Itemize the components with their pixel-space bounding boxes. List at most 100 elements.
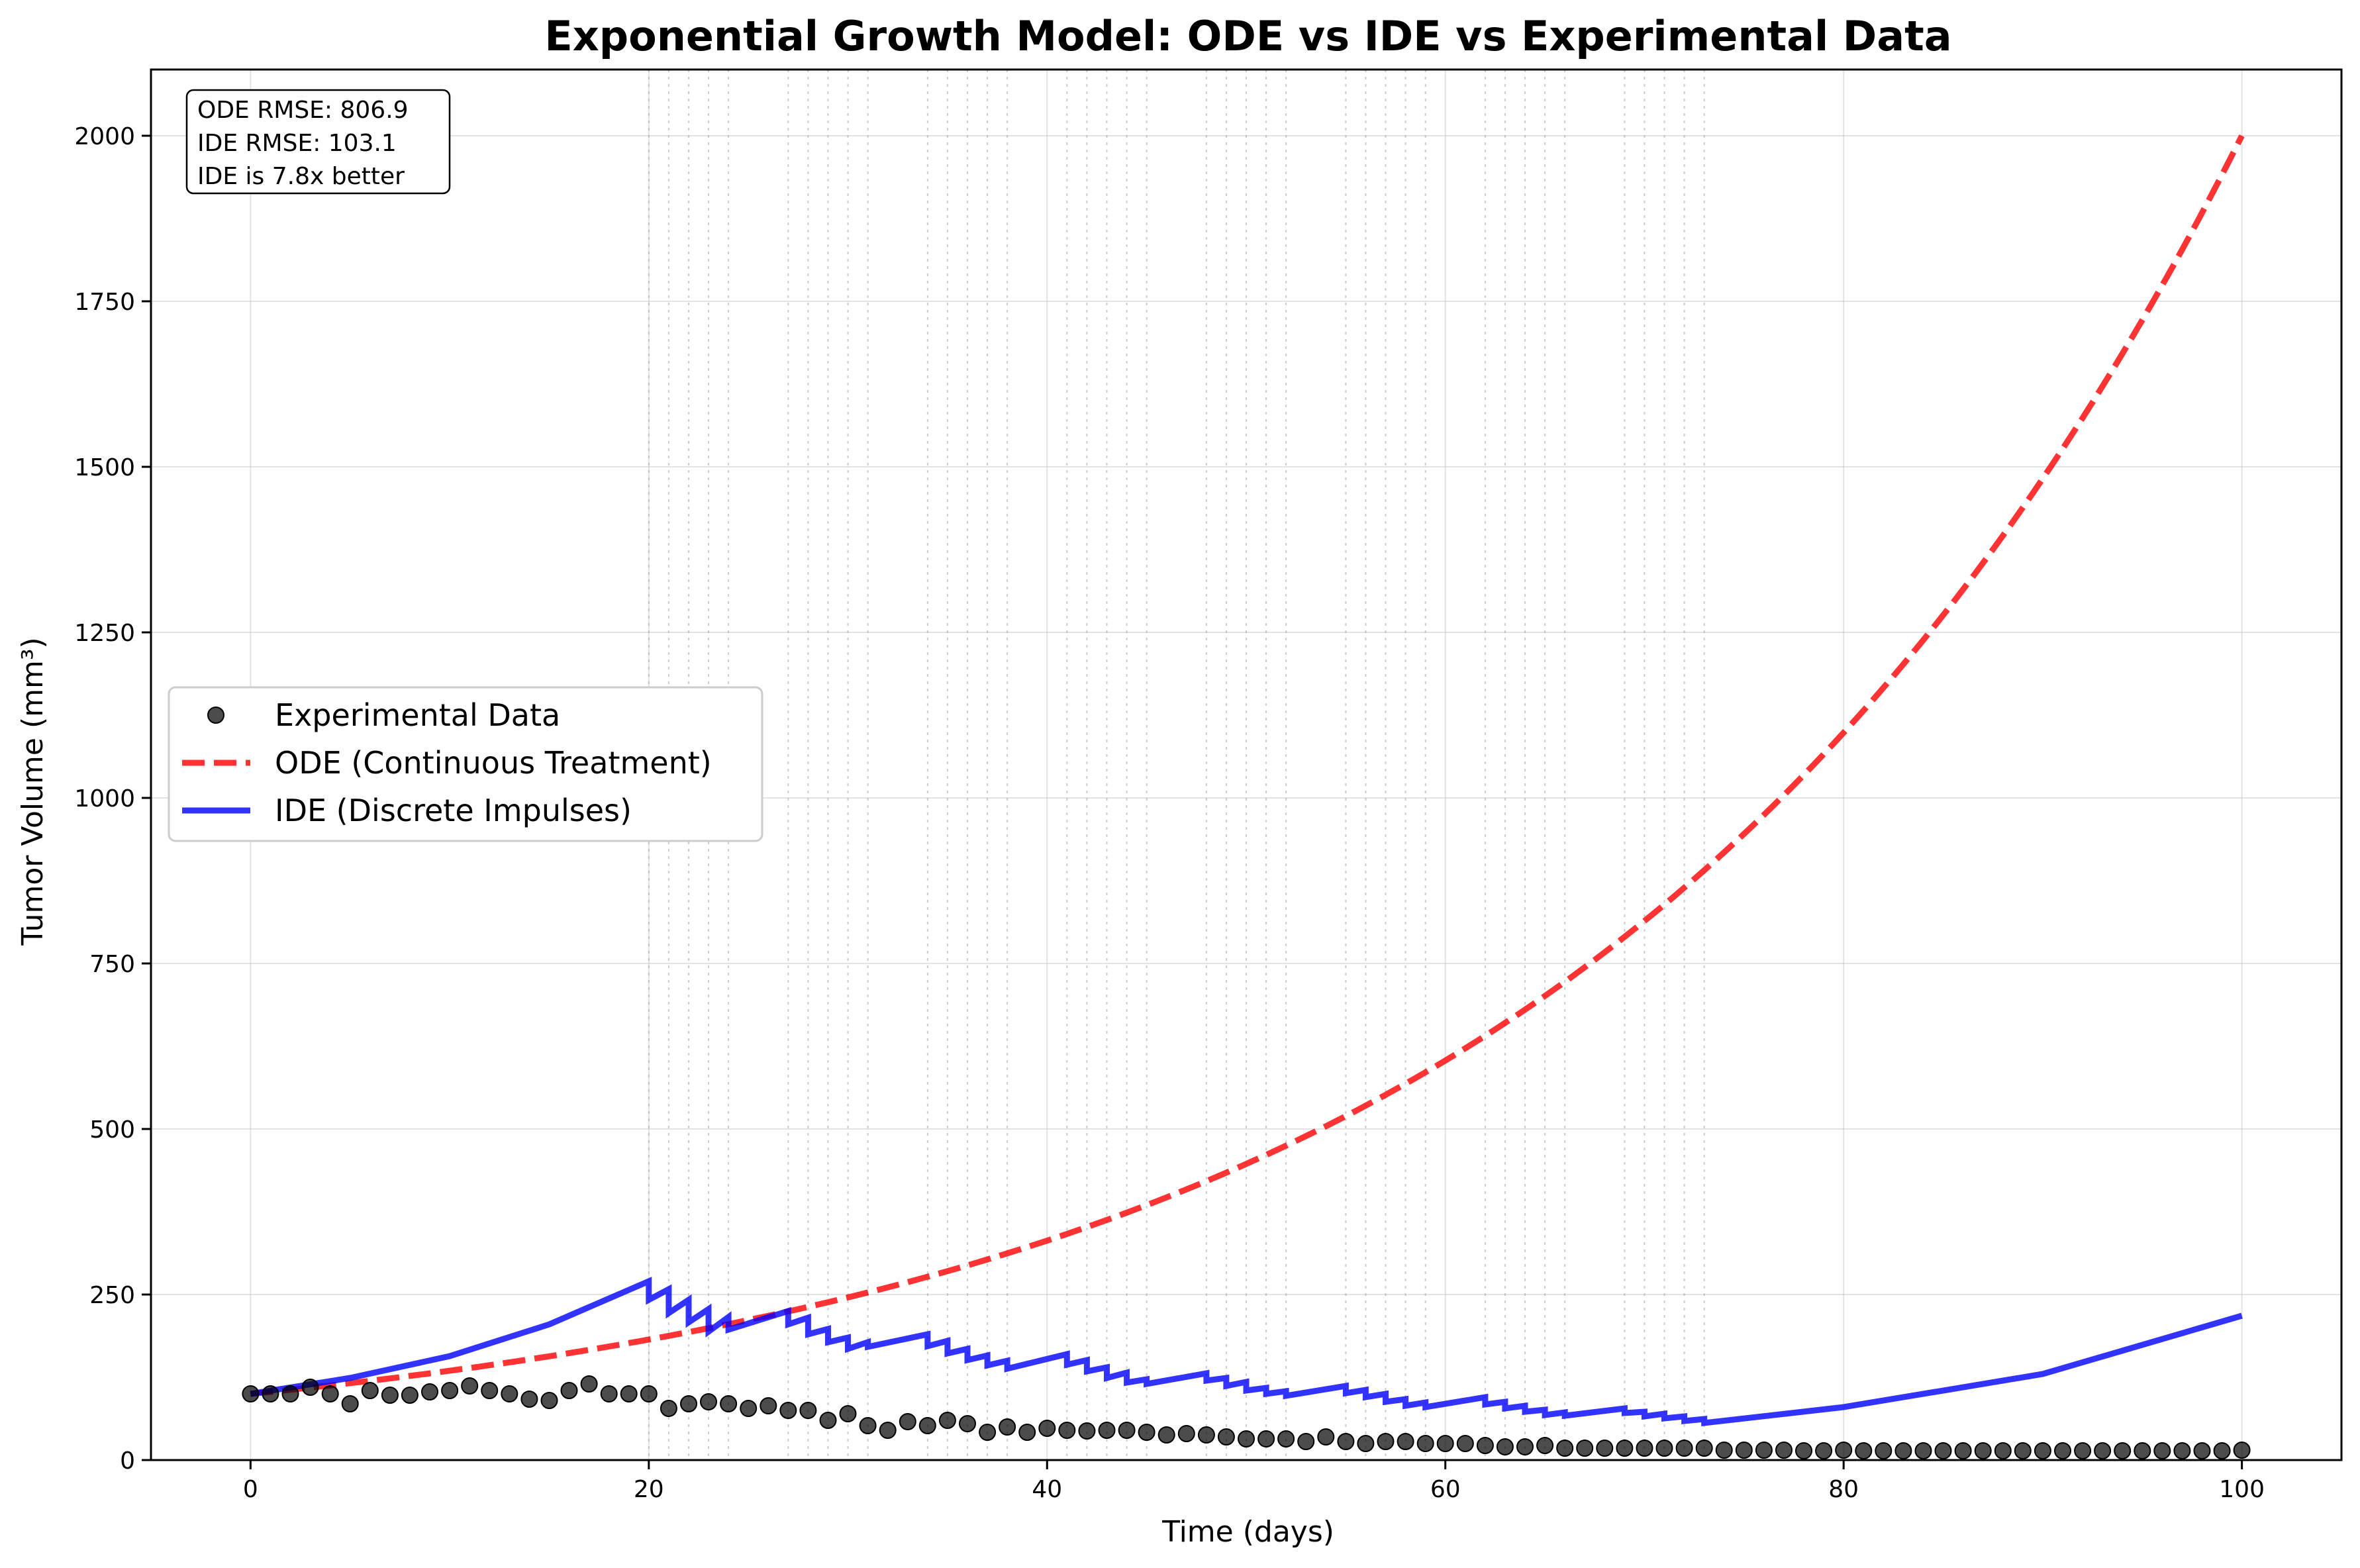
y-tick-label: 2000: [74, 123, 135, 150]
stats-box-frame: [185, 89, 451, 195]
experimental-point: [501, 1385, 518, 1402]
y-tick-label: 0: [120, 1447, 135, 1475]
experimental-point: [660, 1400, 677, 1417]
experimental-point: [640, 1385, 658, 1402]
experimental-point: [1934, 1442, 1952, 1459]
experimental-point: [1436, 1435, 1454, 1452]
experimental-point: [301, 1379, 319, 1396]
stats-line-improvement: IDE is 7.8x better: [197, 163, 405, 190]
experimental-point: [1217, 1428, 1235, 1446]
experimental-point: [1516, 1438, 1534, 1455]
experimental-point: [2094, 1442, 2112, 1459]
experimental-point: [1994, 1442, 2012, 1459]
y-tick-label: 500: [89, 1116, 135, 1144]
experimental-point: [1098, 1422, 1116, 1439]
stats-box: ODE RMSE: 806.9 IDE RMSE: 103.1 IDE is 7…: [185, 89, 451, 195]
experimental-point: [1636, 1440, 1653, 1457]
legend-frame: [168, 686, 763, 842]
experimental-point: [1875, 1442, 1893, 1459]
experimental-point: [1795, 1442, 1812, 1459]
x-tick-label: 0: [243, 1476, 258, 1503]
experimental-point: [2034, 1442, 2051, 1459]
experimental-point: [1476, 1437, 1494, 1454]
experimental-point: [1238, 1430, 1255, 1447]
experimental-point: [1157, 1426, 1175, 1444]
experimental-point: [1715, 1442, 1733, 1459]
experimental-point: [1974, 1442, 1992, 1459]
ide-line: [250, 1277, 2243, 1427]
experimental-point: [2054, 1442, 2071, 1459]
experimental-point: [1357, 1435, 1375, 1452]
x-tick-label: 100: [2219, 1476, 2265, 1503]
experimental-point: [281, 1385, 299, 1402]
experimental-point: [959, 1415, 976, 1432]
stats-line-ode-rmse: ODE RMSE: 806.9: [197, 97, 409, 124]
experimental-point: [1038, 1420, 1056, 1437]
experimental-point: [361, 1382, 379, 1399]
stats-line-ide-rmse: IDE RMSE: 103.1: [197, 130, 397, 157]
experimental-point: [1257, 1430, 1275, 1447]
experimental-point: [381, 1387, 399, 1404]
experimental-point: [1496, 1438, 1514, 1455]
legend-label-experimental: Experimental Data: [275, 697, 560, 733]
experimental-point: [1297, 1433, 1315, 1450]
experimental-point: [1894, 1442, 1912, 1459]
y-tick-label: 1000: [74, 785, 135, 812]
experimental-point: [1177, 1425, 1195, 1442]
experimental-point: [1397, 1433, 1414, 1450]
experimental-point: [540, 1392, 558, 1409]
legend-marker-experimental: [207, 707, 224, 724]
experimental-point: [2074, 1442, 2092, 1459]
experimental-point: [1815, 1442, 1833, 1459]
x-tick-label: 40: [1032, 1476, 1062, 1503]
experimental-point: [1118, 1422, 1136, 1439]
y-tick-label: 1250: [74, 620, 135, 647]
y-axis-label: Tumor Volume (mm³): [16, 637, 50, 946]
experimental-point: [1914, 1442, 1932, 1459]
experimental-point: [401, 1387, 418, 1404]
experimental-point: [1695, 1440, 1713, 1457]
experimental-point: [262, 1385, 279, 1402]
experimental-point: [740, 1400, 758, 1417]
experimental-point: [1416, 1435, 1434, 1452]
experimental-point: [760, 1397, 777, 1414]
experimental-point: [700, 1393, 717, 1410]
y-tick-label: 250: [89, 1282, 135, 1309]
experimental-point: [879, 1422, 897, 1439]
experimental-point: [441, 1382, 459, 1399]
series-layer: [242, 134, 2251, 1459]
experimental-point: [1576, 1440, 1594, 1457]
y-tick-label: 750: [89, 951, 135, 978]
experimental-point: [680, 1395, 697, 1412]
experimental-point: [242, 1385, 260, 1402]
experimental-point: [2134, 1442, 2151, 1459]
experimental-point: [580, 1375, 598, 1393]
experimental-point: [2213, 1442, 2231, 1459]
experimental-point: [1556, 1440, 1574, 1457]
experimental-point: [918, 1417, 936, 1434]
x-axis-label: Time (days): [1161, 1515, 1334, 1549]
legend-label-ide: IDE (Discrete Impulses): [275, 793, 632, 828]
experimental-point: [1855, 1442, 1873, 1459]
experimental-point: [2233, 1442, 2251, 1459]
experimental-point: [938, 1412, 956, 1429]
experimental-point: [600, 1385, 618, 1402]
experimental-point: [2014, 1442, 2032, 1459]
experimental-point: [979, 1424, 997, 1441]
experimental-point: [2114, 1442, 2132, 1459]
experimental-point: [481, 1382, 499, 1399]
experimental-point: [1337, 1433, 1355, 1450]
experimental-point: [859, 1417, 877, 1434]
experimental-point: [321, 1385, 339, 1402]
chart-title: Exponential Growth Model: ODE vs IDE vs …: [544, 12, 1951, 60]
legend: Experimental Data ODE (Continuous Treatm…: [168, 686, 763, 842]
experimental-point: [1456, 1435, 1474, 1452]
y-tick-label: 1500: [74, 454, 135, 481]
experimental-point: [2173, 1442, 2191, 1459]
x-tick-label: 80: [1828, 1476, 1859, 1503]
experimental-point: [1775, 1442, 1793, 1459]
experimental-point: [1377, 1433, 1395, 1450]
plot-frame: [150, 68, 2343, 1461]
experimental-point: [799, 1402, 817, 1419]
y-tick-label: 1750: [74, 289, 135, 316]
